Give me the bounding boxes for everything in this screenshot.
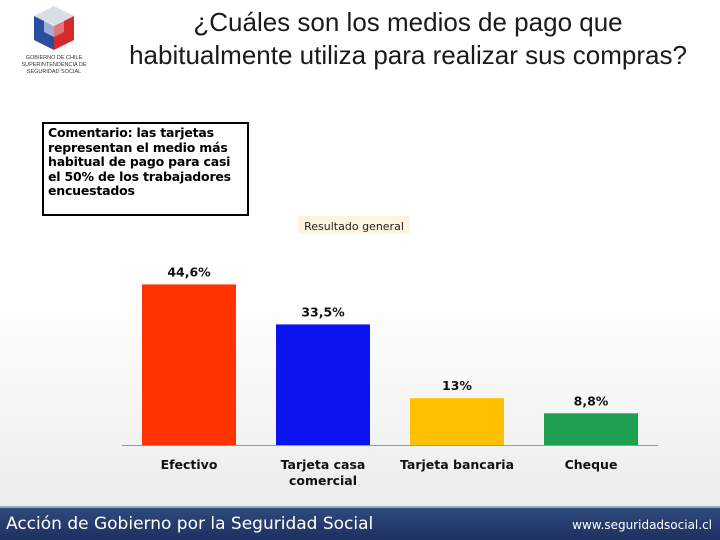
title-line-1: ¿Cuáles son los medios de pago que <box>193 7 623 37</box>
category-label-3: Tarjeta bancaria <box>400 457 514 472</box>
footer-website-link[interactable]: www.seguridadsocial.cl <box>572 518 712 532</box>
chart-title: Resultado general <box>298 216 410 234</box>
svg-text:SEGURIDAD SOCIAL: SEGURIDAD SOCIAL <box>27 69 81 75</box>
bar-1 <box>142 284 236 445</box>
footer-slogan: Acción de Gobierno por la Seguridad Soci… <box>6 514 374 534</box>
data-label-3: 13% <box>442 378 472 393</box>
svg-text:GOBIERNO DE CHILE: GOBIERNO DE CHILE <box>26 55 83 61</box>
bar-4 <box>544 413 638 445</box>
logo: GOBIERNO DE CHILE SUPERINTENDENCIA DE SE… <box>8 4 100 76</box>
title-line-2: habitualmente utiliza para realizar sus … <box>129 40 687 70</box>
bar-chart: 44,6% Efectivo 33,5% Tarjeta casa comercial 1… <box>122 264 658 488</box>
data-label-4: 8,8% <box>574 393 609 408</box>
data-label-1: 44,6% <box>167 264 211 279</box>
category-label-4: Cheque <box>565 457 618 472</box>
logo-cube-icon: GOBIERNO DE CHILE SUPERINTENDENCIA DE SE… <box>21 6 87 75</box>
data-label-2: 33,5% <box>301 304 345 319</box>
svg-text:SUPERINTENDENCIA DE: SUPERINTENDENCIA DE <box>21 62 86 68</box>
bar-2 <box>276 324 370 445</box>
category-label-2: Tarjeta casa comercial <box>281 457 366 488</box>
footer-bar: Acción de Gobierno por la Seguridad Soci… <box>0 508 720 540</box>
comment-box: Comentario: las tarjetas representan el … <box>42 122 249 216</box>
page-title: ¿Cuáles son los medios de pago que habit… <box>100 6 716 72</box>
footer-divider <box>0 506 720 508</box>
category-label-1: Efectivo <box>161 457 218 472</box>
bar-3 <box>410 398 504 445</box>
